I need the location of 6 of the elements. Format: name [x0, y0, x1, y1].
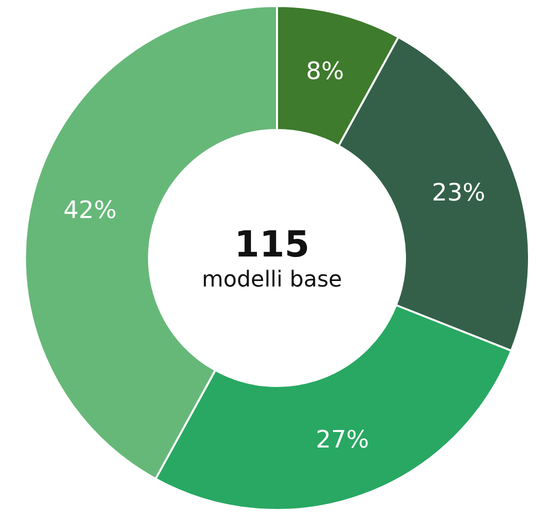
- text: 115: [234, 224, 310, 266]
- data-label: 8%: [306, 57, 344, 86]
- data-label: 27%: [316, 426, 370, 454]
- data-label: 23%: [432, 178, 486, 207]
- text: modelli base: [202, 268, 342, 292]
- data-label: 42%: [63, 196, 117, 224]
